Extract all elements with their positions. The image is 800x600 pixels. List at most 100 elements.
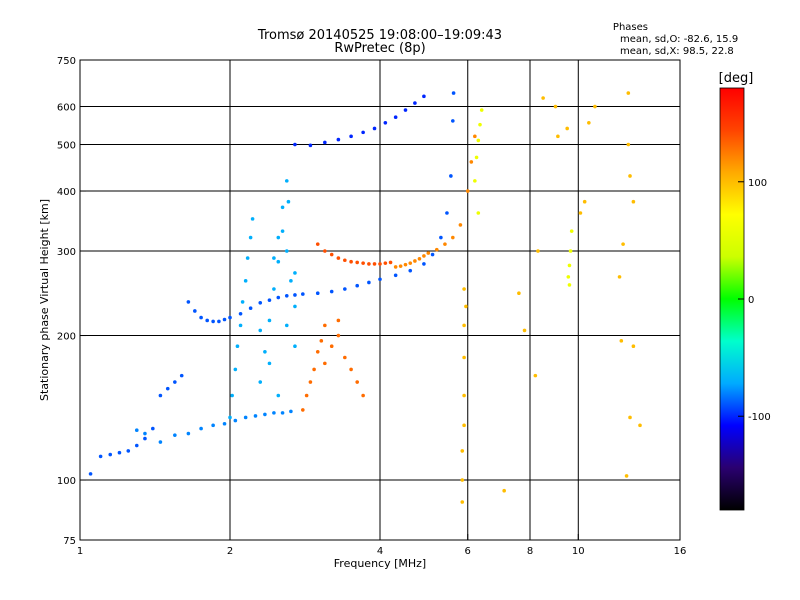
data-points (88, 91, 642, 504)
chart-subtitle: RwPretec (8p) (334, 41, 426, 56)
y-tick-label: 600 (57, 103, 76, 114)
x-axis-label: Frequency [MHz] (334, 557, 426, 570)
data-point (323, 140, 327, 145)
data-point (449, 174, 453, 178)
data-point (276, 235, 281, 240)
data-point (308, 380, 313, 384)
data-point (343, 287, 347, 291)
data-point (413, 101, 417, 105)
data-point (567, 283, 572, 287)
data-point (398, 264, 403, 268)
data-point (248, 235, 253, 240)
colorbar-label: [deg] (719, 71, 754, 86)
data-point (517, 291, 521, 296)
data-point (565, 126, 569, 131)
data-point (451, 91, 456, 95)
data-point (233, 418, 238, 423)
data-point (258, 301, 263, 305)
x-tick-label: 6 (465, 546, 471, 557)
data-point (117, 450, 122, 455)
data-point (638, 423, 642, 428)
data-point (349, 259, 353, 264)
data-point (361, 130, 365, 135)
data-point (465, 189, 470, 193)
data-point (372, 262, 377, 266)
data-point (276, 295, 281, 300)
data-point (258, 380, 263, 384)
data-point (430, 252, 435, 257)
data-point (301, 292, 305, 296)
data-point (263, 349, 267, 354)
data-point (158, 393, 163, 398)
data-point (199, 426, 203, 431)
data-point (422, 254, 426, 258)
data-point (88, 472, 93, 476)
x-tick-label: 16 (674, 546, 687, 557)
data-point (336, 137, 341, 142)
data-point (502, 488, 506, 493)
data-point (186, 431, 191, 436)
data-point (343, 355, 347, 360)
data-point (329, 252, 334, 257)
x-tick-label: 10 (572, 546, 585, 557)
data-point (393, 273, 398, 278)
x-axis: 1 2 4 6 8 10 16 (77, 534, 687, 557)
data-point (323, 361, 327, 366)
data-point (476, 211, 481, 215)
y-tick-label: 200 (57, 332, 76, 343)
data-point (293, 304, 297, 309)
data-point (272, 411, 276, 415)
data-point (319, 339, 324, 343)
data-point (308, 143, 313, 148)
data-point (293, 271, 297, 275)
grid-lines (80, 60, 680, 540)
data-point (235, 344, 240, 349)
data-point (541, 96, 545, 100)
phase-legend-o: mean, sd,O: -82.6, 15.9 (620, 34, 739, 45)
data-point (393, 265, 398, 269)
data-point (626, 91, 631, 95)
data-point (426, 251, 431, 255)
data-point (383, 120, 388, 125)
data-point (158, 440, 163, 444)
data-point (272, 256, 276, 260)
data-point (355, 283, 359, 288)
data-point (280, 205, 285, 210)
data-point (462, 355, 466, 360)
data-point (631, 199, 636, 204)
data-point (403, 262, 408, 267)
data-point (108, 452, 113, 457)
data-point (469, 160, 474, 164)
data-point (367, 280, 371, 285)
data-point (631, 344, 636, 349)
data-point (566, 275, 571, 279)
data-point (243, 415, 248, 420)
data-point (349, 367, 353, 372)
data-point (267, 361, 272, 366)
colorbar-tick-label: 0 (748, 295, 754, 306)
data-point (462, 393, 466, 398)
data-point (329, 344, 334, 349)
data-point (593, 104, 597, 109)
data-point (474, 155, 479, 160)
data-point (621, 242, 625, 246)
data-point (464, 304, 468, 309)
data-point (462, 287, 466, 291)
phase-legend-x: mean, sd,X: 98.5, 22.8 (620, 46, 734, 57)
data-point (289, 409, 293, 414)
data-point (336, 318, 341, 323)
data-point (336, 333, 341, 338)
data-point (280, 411, 285, 415)
colorbar-tick-label: 100 (748, 178, 767, 189)
y-tick-label: 750 (57, 56, 76, 67)
data-point (473, 179, 477, 183)
data-point (293, 142, 297, 147)
data-point (626, 142, 631, 147)
data-point (458, 223, 463, 227)
data-point (582, 199, 587, 204)
data-point (403, 108, 408, 112)
data-point (372, 126, 377, 131)
data-point (293, 293, 297, 297)
data-point (413, 259, 417, 263)
data-point (222, 317, 227, 322)
